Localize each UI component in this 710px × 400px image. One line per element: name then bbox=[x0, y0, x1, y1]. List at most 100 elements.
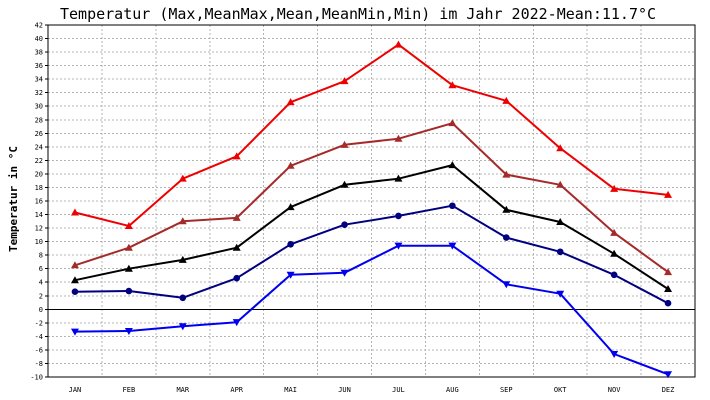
data-point bbox=[395, 212, 402, 220]
data-point bbox=[178, 174, 187, 182]
data-point bbox=[556, 180, 565, 188]
data-point bbox=[502, 96, 511, 104]
x-tick-label: FEB bbox=[123, 386, 136, 394]
data-point bbox=[179, 294, 187, 302]
y-tick-label: 38 bbox=[35, 49, 43, 57]
data-point bbox=[394, 174, 403, 182]
data-point bbox=[502, 170, 511, 178]
y-tick-label: 24 bbox=[35, 143, 43, 151]
y-tick-label: 40 bbox=[35, 35, 43, 43]
data-point bbox=[448, 242, 457, 250]
data-point bbox=[124, 264, 133, 272]
y-tick-label: 2 bbox=[39, 292, 43, 300]
data-point bbox=[70, 328, 79, 336]
series-3 bbox=[71, 202, 672, 307]
data-point bbox=[610, 350, 619, 358]
data-point bbox=[448, 119, 457, 127]
y-tick-label: 34 bbox=[35, 76, 43, 84]
y-tick-label: -4 bbox=[35, 333, 43, 341]
data-point bbox=[340, 77, 349, 85]
data-point bbox=[340, 269, 349, 277]
y-axis-label: Temperatur in °C bbox=[7, 146, 20, 252]
data-point bbox=[664, 190, 673, 198]
data-point bbox=[232, 319, 241, 327]
data-point bbox=[340, 180, 349, 188]
data-point bbox=[340, 140, 349, 148]
y-tick-label: -10 bbox=[30, 374, 43, 382]
x-tick-label: APR bbox=[230, 386, 243, 394]
y-tick-label: 32 bbox=[35, 89, 43, 97]
data-point bbox=[610, 228, 619, 236]
data-point bbox=[664, 285, 673, 292]
data-point bbox=[124, 222, 133, 230]
x-tick-label: JUL bbox=[392, 386, 405, 394]
x-tick-label: SEP bbox=[500, 386, 513, 394]
data-point bbox=[610, 271, 618, 279]
x-tick-label: OKT bbox=[554, 386, 567, 394]
data-point bbox=[394, 134, 403, 142]
data-point bbox=[124, 327, 133, 335]
data-point bbox=[286, 203, 295, 211]
data-point bbox=[233, 274, 241, 282]
data-point bbox=[394, 242, 403, 250]
data-point bbox=[232, 152, 241, 160]
data-point bbox=[664, 268, 673, 276]
data-point bbox=[286, 98, 295, 106]
data-point bbox=[286, 271, 295, 279]
x-tick-label: NOV bbox=[608, 386, 621, 394]
chart-title: Temperatur (Max,MeanMax,Mean,MeanMin,Min… bbox=[60, 5, 656, 23]
data-point bbox=[178, 217, 187, 225]
series-line bbox=[74, 164, 669, 290]
series-2 bbox=[70, 161, 673, 292]
data-point bbox=[125, 287, 133, 295]
data-point bbox=[610, 249, 619, 257]
y-tick-label: 22 bbox=[35, 157, 43, 165]
data-point bbox=[124, 243, 133, 251]
data-point bbox=[232, 243, 241, 251]
y-tick-label: 6 bbox=[39, 265, 43, 273]
y-tick-label: 16 bbox=[35, 198, 43, 206]
y-tick-label: 4 bbox=[39, 279, 43, 287]
y-tick-label: 30 bbox=[35, 103, 43, 111]
data-point bbox=[178, 255, 187, 263]
data-point bbox=[502, 281, 511, 289]
data-point bbox=[610, 184, 619, 192]
axes: -10-8-6-4-202468101214161820222426283032… bbox=[30, 22, 696, 394]
y-tick-label: 18 bbox=[35, 184, 43, 192]
data-point bbox=[556, 290, 565, 298]
y-tick-label: -2 bbox=[35, 319, 43, 327]
data-point bbox=[664, 299, 672, 307]
y-tick-label: 10 bbox=[35, 238, 43, 246]
data-point bbox=[232, 213, 241, 221]
data-point bbox=[448, 81, 457, 89]
y-tick-label: 42 bbox=[35, 22, 43, 30]
series-1 bbox=[70, 119, 673, 276]
grid-lines bbox=[48, 24, 695, 377]
y-tick-label: 36 bbox=[35, 62, 43, 70]
y-tick-label: -8 bbox=[35, 360, 43, 368]
data-point bbox=[70, 208, 79, 216]
y-tick-label: 26 bbox=[35, 130, 43, 138]
x-tick-label: AUG bbox=[446, 386, 459, 394]
data-point bbox=[556, 144, 565, 152]
plot-frame bbox=[47, 24, 696, 378]
series-line bbox=[74, 43, 669, 227]
data-point bbox=[556, 217, 565, 225]
data-point bbox=[449, 202, 456, 210]
data-point bbox=[341, 221, 348, 228]
data-series bbox=[70, 40, 673, 379]
data-point bbox=[448, 161, 457, 169]
x-tick-label: MAI bbox=[284, 386, 297, 394]
data-point bbox=[70, 261, 79, 269]
x-tick-label: MAR bbox=[176, 386, 189, 394]
y-tick-label: -6 bbox=[35, 346, 43, 354]
data-point bbox=[502, 234, 510, 241]
y-tick-label: 12 bbox=[35, 225, 43, 233]
series-0 bbox=[70, 40, 673, 230]
data-point bbox=[394, 40, 403, 48]
data-point bbox=[287, 241, 294, 248]
series-line bbox=[74, 204, 669, 305]
y-tick-label: 28 bbox=[35, 116, 43, 124]
y-tick-label: 0 bbox=[39, 306, 43, 314]
